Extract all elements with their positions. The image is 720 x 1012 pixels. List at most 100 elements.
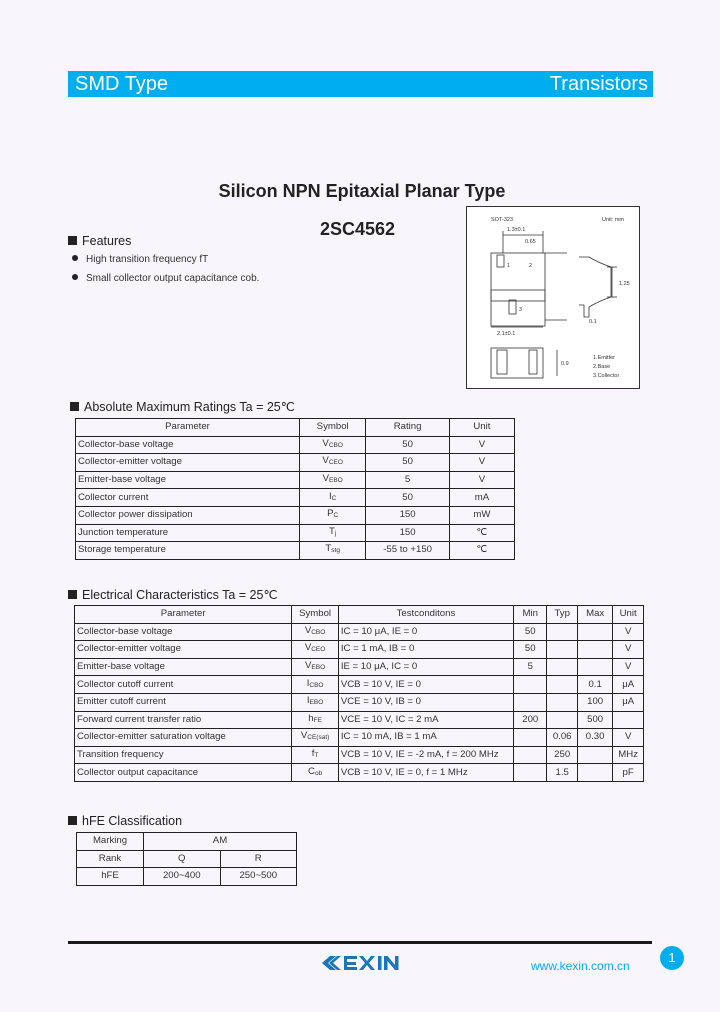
table-cell: V xyxy=(448,453,516,472)
table-row: Collector-emitter voltage VCEO 50 V xyxy=(75,453,516,472)
symbol-main: T xyxy=(325,543,332,555)
svg-text:1: 1 xyxy=(507,263,510,269)
table-cell: μA xyxy=(612,692,644,712)
table-cell xyxy=(546,675,578,694)
table-header-row: Parameter Symbol Testconditons Min Typ Max Uni… xyxy=(73,605,644,624)
table-cell: IC = 10 μA, IE = 0 xyxy=(337,622,515,642)
table-cell: VCE = 10 V, IC = 2 mA xyxy=(337,710,515,730)
header-banner: SMD Type Transistors xyxy=(68,71,653,97)
table-row: Emitter-base voltage VEBO IE = 10 μA, IC =… xyxy=(73,657,644,677)
symbol-main: C xyxy=(308,765,315,777)
symbol-subscript: EBO xyxy=(311,664,326,672)
table-cell: μA xyxy=(612,675,644,694)
table-cell xyxy=(546,692,578,712)
table-cell: 500 xyxy=(576,710,614,730)
feature-text: Small collector output capacitance cob. xyxy=(86,273,260,284)
table-row: hFE 200~400 250~500 xyxy=(76,867,297,886)
table-cell: Forward current transfer ratio xyxy=(73,710,293,730)
column-header: Symbol xyxy=(298,418,367,437)
table-row: Emitter-base voltage VEBO 5 V xyxy=(75,470,516,490)
table-cell: AM xyxy=(143,832,297,851)
table-cell: 200 xyxy=(513,710,548,730)
hfe-heading: hFE Classification xyxy=(68,814,182,828)
table-cell: 50 xyxy=(513,640,548,659)
bullet-square-icon xyxy=(68,236,77,245)
table-cell xyxy=(576,763,614,782)
table-cell: 200~400 xyxy=(143,867,221,886)
symbol-main: V xyxy=(304,624,312,636)
table-cell xyxy=(576,657,614,677)
feature-item: High transition frequency fT xyxy=(72,254,208,265)
table-cell: 250~500 xyxy=(219,867,297,886)
table-cell xyxy=(546,657,578,677)
table-cell: 50 xyxy=(365,488,450,507)
symbol-subscript: CBO xyxy=(311,628,326,636)
symbol-main: V xyxy=(305,660,312,672)
part-number: 2SC4562 xyxy=(320,219,396,239)
table-cell: 250 xyxy=(546,745,578,765)
table-row: Collector cutoff current ICBO VCB = 10 V, … xyxy=(73,675,644,694)
symbol-main: V xyxy=(304,642,312,654)
electrical-heading-text: Electrical Characteristics Ta = 25℃ xyxy=(82,588,278,602)
symbol-subscript: CEO xyxy=(311,646,326,654)
table-cell: Q xyxy=(143,849,221,869)
table-cell: 50 xyxy=(513,622,548,642)
table-cell: Collector output capacitance xyxy=(73,763,293,782)
column-header: Unit xyxy=(448,418,516,437)
package-drawing: SOT-323 Unit: mm 1.3±0.1 0.65 2.1±0.1 1.… xyxy=(490,217,630,379)
symbol-cell: VCBO xyxy=(298,435,367,455)
hfe-heading-text: hFE Classification xyxy=(82,814,183,828)
table-cell: Junction temperature xyxy=(75,523,300,543)
symbol-main: P xyxy=(327,508,334,520)
website-link[interactable]: www.kexin.com.cn xyxy=(531,959,630,973)
symbol-main: h xyxy=(308,712,314,724)
table-cell: 0.06 xyxy=(546,728,578,747)
abs-max-heading: Absolute Maximum Ratings Ta = 25℃ xyxy=(70,399,295,414)
symbol-cell: IEBO xyxy=(291,692,339,712)
symbol-subscript: j xyxy=(334,529,337,537)
symbol-subscript: C xyxy=(333,512,339,520)
symbol-main: V xyxy=(322,455,329,467)
table-row: Forward current transfer ratio hFE VCE = 1… xyxy=(73,710,644,730)
symbol-subscript: CE(sat) xyxy=(307,734,330,742)
table-cell xyxy=(546,640,578,659)
page-title: Silicon NPN Epitaxial Planar Type xyxy=(218,181,506,201)
table-row: Marking AM xyxy=(76,832,297,851)
table-cell xyxy=(612,710,644,730)
package-name: SOT-323 xyxy=(491,217,513,223)
bullet-dot-icon xyxy=(72,255,78,261)
symbol-main: I xyxy=(306,677,310,689)
kexin-logo xyxy=(322,954,402,979)
table-cell: mA xyxy=(448,488,516,507)
table-cell: 0.1 xyxy=(576,675,614,694)
symbol-cell: VEBO xyxy=(298,470,367,490)
table-cell xyxy=(513,745,548,765)
table-cell: VCB = 10 V, IE = 0, f = 1 MHz xyxy=(337,763,515,782)
symbol-main: V xyxy=(300,730,308,742)
table-cell: 5 xyxy=(513,657,548,677)
symbol-main: V xyxy=(322,473,330,485)
page-number-badge: 1 xyxy=(660,946,684,970)
table-row: Collector power dissipation PC 150 mW xyxy=(75,505,516,525)
table-cell: pF xyxy=(612,763,644,782)
header-category: SMD Type xyxy=(75,73,168,95)
table-cell: V xyxy=(448,470,516,490)
table-cell: ℃ xyxy=(448,523,516,543)
table-cell xyxy=(513,692,548,712)
table-cell: 150 xyxy=(365,523,450,543)
symbol-cell: VCEO xyxy=(298,453,367,472)
symbol-subscript: FE xyxy=(313,716,322,724)
table-cell: Collector-emitter voltage xyxy=(73,640,293,659)
kexin-logo-mark xyxy=(322,956,399,970)
symbol-cell: fT xyxy=(291,745,339,765)
table-cell: VCE = 10 V, IB = 0 xyxy=(337,692,515,712)
table-cell: V xyxy=(448,435,516,455)
table-cell xyxy=(576,640,614,659)
symbol-subscript: EBO xyxy=(329,477,343,485)
table-cell: IC = 1 mA, IB = 0 xyxy=(337,640,515,659)
column-header: Min xyxy=(513,605,548,624)
table-row: Collector-emitter saturation voltage VCE(… xyxy=(73,728,644,747)
table-cell: mW xyxy=(448,505,516,525)
dimension-label: 1.3±0.1 xyxy=(507,227,525,233)
symbol-cell: IC xyxy=(298,488,367,507)
